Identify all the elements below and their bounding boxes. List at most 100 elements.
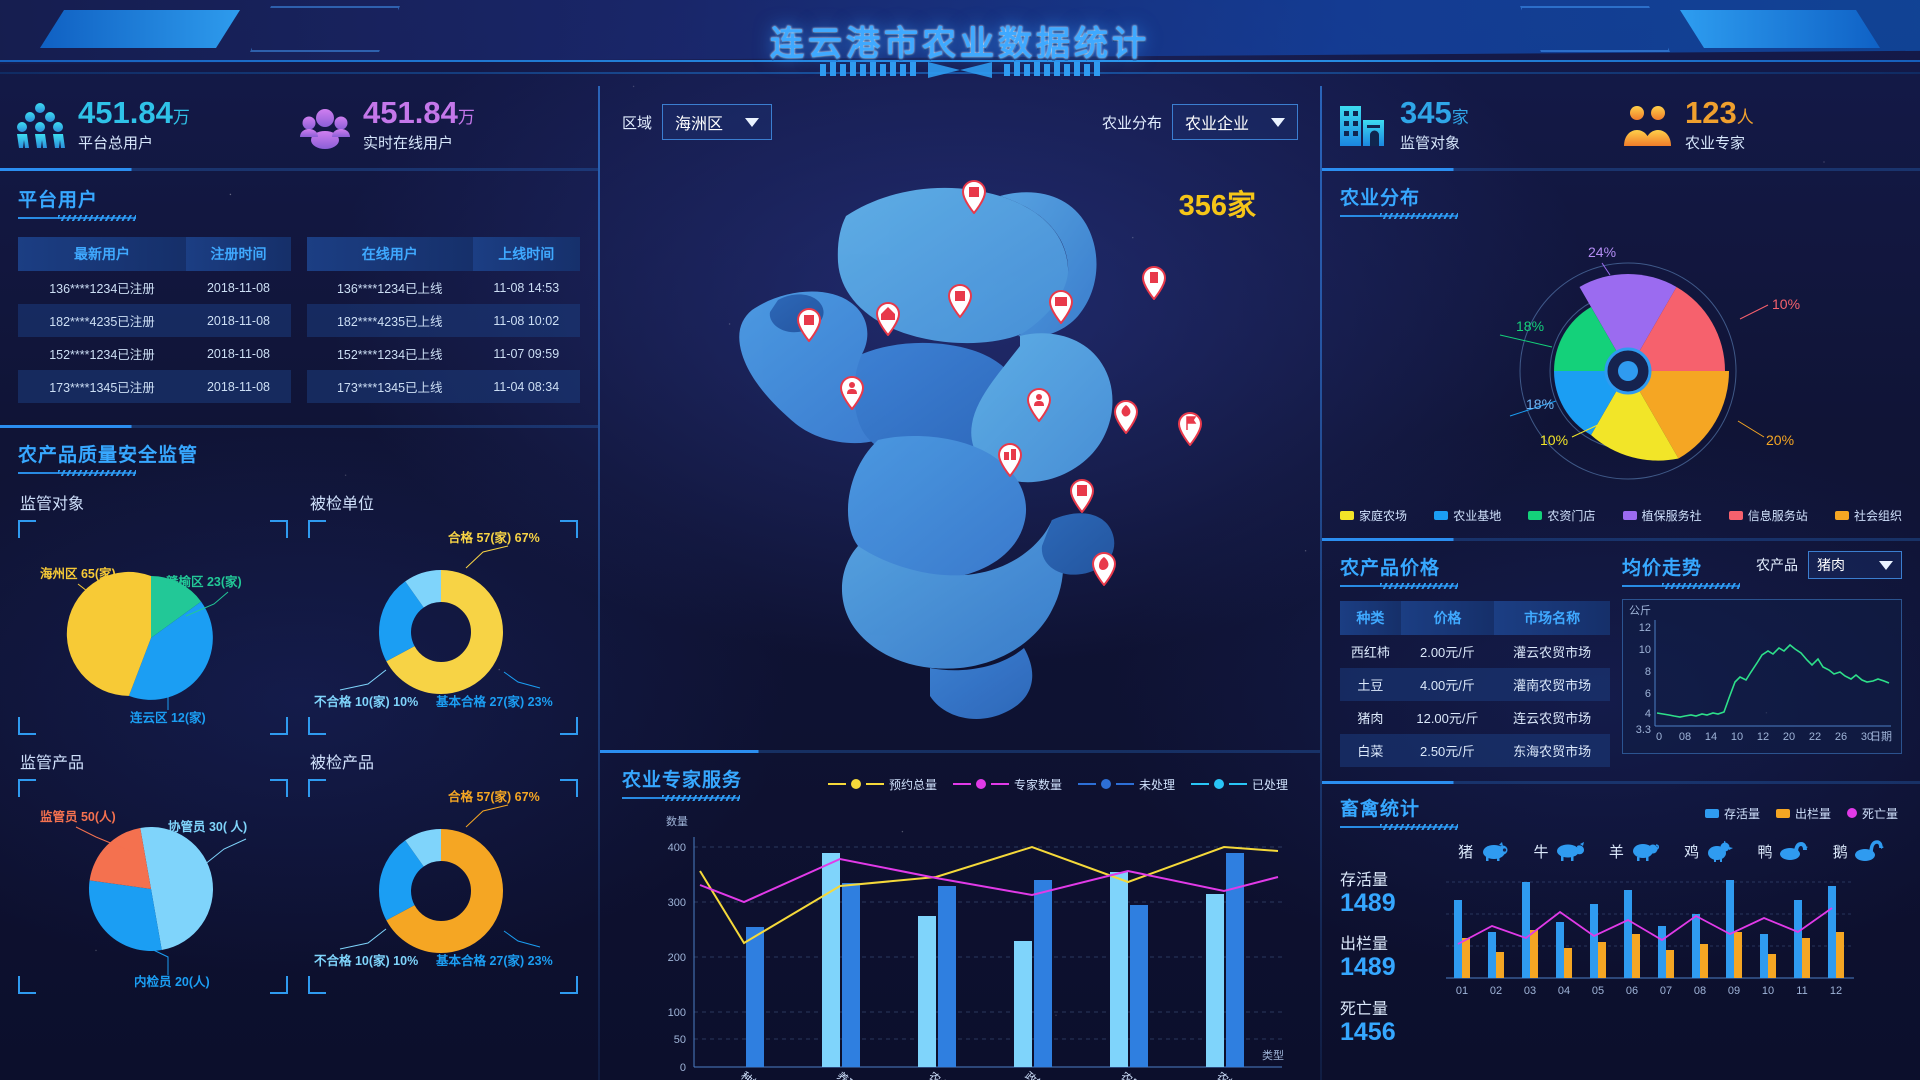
map-marker[interactable] — [796, 308, 822, 347]
y-axis-label: 公斤 — [1629, 604, 1651, 617]
kpi-online-users: 451.84万 实时在线用户 — [299, 94, 584, 154]
map-marker[interactable] — [1177, 412, 1203, 451]
map-marker[interactable] — [997, 442, 1023, 482]
chart-title: 被检产品 — [310, 755, 375, 772]
chart-card-inspected-units: 被检单位 合格 57(家) 67% 基本合格 27(家) 23% — [308, 490, 578, 735]
distribution-selector-group: 农业分布 农业企业 — [1102, 104, 1298, 140]
legend-item[interactable]: 农业基地 — [1434, 507, 1501, 524]
x-tick: 养殖 — [834, 1069, 860, 1080]
center-controls: 区域 海洲区 农业分布 农业企业 — [600, 82, 1320, 140]
building-icon — [1336, 99, 1388, 151]
animal-pig[interactable]: 猪 — [1458, 841, 1509, 862]
center-section-divider — [600, 750, 1320, 753]
map-marker[interactable] — [961, 180, 987, 219]
left-panel: 451.84万 平台总用户 451 — [0, 82, 598, 1080]
right-section-divider-3 — [1322, 781, 1920, 784]
kpi-supervised-objects-value: 345家 — [1400, 94, 1469, 130]
line-series-total-bookings — [699, 845, 1279, 945]
chevron-down-icon — [1271, 117, 1285, 127]
legend-item[interactable]: 已处理 — [1190, 776, 1288, 793]
online-users-rows: 136****1234已上线 11-08 14:53 182****4235已上线… — [307, 271, 580, 403]
legend-item[interactable]: 死亡量 — [1846, 805, 1898, 822]
map-marker[interactable] — [1141, 265, 1167, 305]
product-select[interactable]: 猪肉 — [1808, 551, 1902, 579]
table-row: 173****1345已上线 11-04 08:34 — [307, 370, 580, 403]
x-tick: 08 — [1679, 731, 1691, 743]
pie-label-1: 协管员 30( 人) — [168, 819, 247, 834]
header-right-shape — [1680, 10, 1880, 48]
legend-item[interactable]: 社会组织 — [1834, 507, 1902, 524]
left-section-divider-2 — [0, 425, 598, 428]
experts-icon — [1621, 99, 1673, 151]
legend-item[interactable]: 专家数量 — [952, 776, 1062, 793]
region-select[interactable]: 海洲区 — [662, 104, 773, 140]
map-marker[interactable] — [839, 375, 865, 415]
title-underline-deco — [1622, 583, 1740, 591]
legend-item[interactable]: 植保服务社 — [1622, 507, 1702, 524]
col-online-user: 在线用户 — [307, 237, 473, 271]
legend-item[interactable]: 出栏量 — [1775, 805, 1831, 822]
legend-item[interactable]: 农资门店 — [1528, 507, 1595, 524]
svg-text:3.3: 3.3 — [1636, 724, 1651, 736]
donut-label-2: 不合格 10(家) 10% — [314, 953, 418, 968]
animal-duck[interactable]: 鸭 — [1757, 841, 1809, 862]
chart-frame: 监管员 50(人) 协管员 30( 人) 内检员 20(人) — [18, 779, 288, 994]
col-kind: 种类 — [1340, 601, 1401, 635]
chart-title: 被检单位 — [310, 496, 375, 513]
chart-expert-service: 数量 400 300 200 100 50 0 — [666, 815, 1284, 1080]
donut-label-2: 不合格 10(家) 10% — [314, 694, 418, 709]
livestock-stat: 存活量 1489 — [1340, 872, 1396, 917]
animal-chicken[interactable]: 鸡 — [1684, 840, 1734, 862]
trend-block: 均价走势 农产品 猪肉 公斤 12 10 8 6 4 — [1622, 551, 1902, 767]
legend-item[interactable]: 存活量 — [1704, 805, 1760, 822]
map-container[interactable]: 356家 — [600, 140, 1320, 750]
map-regions[interactable] — [600, 140, 1320, 740]
svg-text:4: 4 — [1645, 708, 1651, 720]
animal-cow[interactable]: 牛 — [1533, 841, 1584, 862]
kpi-online-users-value: 451.84万 — [363, 94, 475, 130]
table-row: 182****4235已上线 11-08 10:02 — [307, 304, 580, 337]
product-select-value: 猪肉 — [1817, 557, 1845, 573]
sheep-icon — [1632, 844, 1659, 861]
map-marker[interactable] — [1113, 399, 1139, 439]
legend-item[interactable]: 未处理 — [1077, 776, 1175, 793]
legend-item[interactable]: 信息服务站 — [1728, 507, 1808, 524]
animal-sheep[interactable]: 羊 — [1609, 841, 1660, 862]
col-register-time: 注册时间 — [186, 237, 291, 271]
chart-frame: 海州区 65(家) 赣榆区 23(家) 连云区 12(家) — [18, 520, 288, 735]
pie-label-1: 赣榆区 23(家) — [166, 574, 242, 589]
header: 连云港市农业数据统计 — [0, 0, 1920, 82]
map-marker[interactable] — [1026, 387, 1052, 427]
x-axis-label: 日期 — [1870, 730, 1892, 743]
map-marker[interactable] — [1069, 479, 1095, 518]
table-row: 136****1234已注册 2018-11-08 — [49, 280, 270, 297]
svg-text:0: 0 — [680, 1062, 686, 1074]
page-title: 连云港市农业数据统计 — [770, 25, 1150, 63]
legend-item[interactable]: 预约总量 — [827, 776, 937, 793]
expert-service-section: 农业专家服务 预约总量 专家数量 未处理 已处理 数量 — [600, 753, 1320, 1080]
cow-icon — [1556, 842, 1584, 861]
map-marker[interactable] — [875, 302, 901, 341]
svg-text:400: 400 — [668, 842, 686, 854]
rose-label-store: 18% — [1516, 318, 1544, 334]
svg-text:200: 200 — [668, 952, 686, 964]
distribution-select[interactable]: 农业企业 — [1171, 104, 1298, 140]
x-tick: 07 — [1660, 985, 1672, 997]
map-marker[interactable] — [947, 284, 973, 323]
legend-item[interactable]: 家庭农场 — [1340, 507, 1407, 524]
quality-row-2: 监管产品 监管员 50(人) 协管员 30( 人) — [18, 749, 580, 994]
pie-label-2: 连云区 12(家) — [130, 710, 206, 725]
x-tick: 12 — [1757, 731, 1769, 743]
online-users-table: 在线用户 上线时间 136****1234已上线 11-08 14:53 182*… — [307, 237, 580, 403]
x-tick: 10 — [1762, 985, 1774, 997]
header-divider-line-secondary — [0, 72, 1920, 74]
agri-distribution-section: 农业分布 — [1322, 171, 1920, 524]
x-tick: 04 — [1558, 985, 1570, 997]
map-region-guannan — [841, 520, 1064, 669]
animal-goose[interactable]: 鹅 — [1833, 840, 1884, 862]
livestock-legend: 存活量 出栏量 死亡量 — [1704, 805, 1898, 822]
left-section-divider-1 — [0, 168, 598, 171]
map-marker[interactable] — [1091, 552, 1117, 591]
map-marker[interactable] — [1048, 290, 1074, 329]
